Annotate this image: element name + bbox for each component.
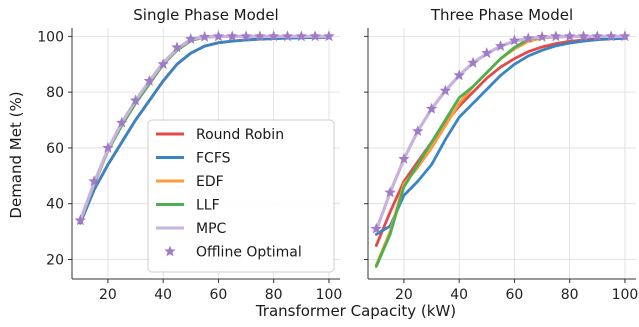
x-tick-label: 100 [316, 287, 343, 303]
data-point-star [425, 102, 438, 114]
data-point-star [453, 69, 465, 81]
panel-title: Single Phase Model [133, 6, 278, 24]
x-tick-label: 20 [99, 287, 117, 303]
data-point-star [605, 30, 617, 42]
y-tick-label: 20 [46, 252, 64, 268]
data-point-star [577, 30, 590, 42]
data-point-star [467, 56, 479, 68]
series-line-fcfs [374, 36, 627, 236]
data-point-star [412, 125, 424, 137]
data-point-star [439, 84, 452, 96]
legend-label: Round Robin [196, 127, 284, 143]
data-point-star [370, 222, 382, 234]
legend-label: Offline Optimal [196, 245, 302, 261]
x-tick-label: 100 [612, 287, 639, 303]
data-point-star [102, 141, 114, 153]
data-point-star [88, 175, 100, 187]
data-point-star [309, 30, 321, 42]
y-tick-label: 80 [46, 85, 64, 101]
data-point-star [143, 74, 156, 86]
x-tick-label: 40 [154, 287, 172, 303]
x-tick-label: 40 [450, 287, 468, 303]
data-point-star [157, 58, 169, 70]
data-point-star [198, 30, 211, 42]
data-point-star [295, 30, 308, 42]
data-point-star [323, 30, 335, 42]
data-point-star [591, 30, 604, 42]
data-point-star [226, 30, 238, 42]
series-offline-optimal [74, 30, 335, 226]
data-point-star [550, 30, 562, 42]
panel-three-phase: 20 40 60 80 100 Three Phase Model [364, 6, 638, 303]
data-point-star [254, 30, 266, 42]
x-tick-label: 80 [561, 287, 579, 303]
panel-single-phase: 20 40 60 80 100 20 40 60 80 100 Single Phase Model [37, 6, 342, 303]
panel-title: Three Phase Model [430, 6, 573, 24]
x-tick-label: 60 [506, 287, 524, 303]
legend-label: LLF [196, 198, 220, 214]
data-point-star [494, 40, 507, 51]
data-point-star [522, 32, 534, 44]
series-line-llf [374, 34, 627, 268]
data-point-star [481, 47, 493, 58]
legend-label: EDF [196, 174, 224, 190]
y-tick-label: 40 [46, 197, 64, 213]
data-point-star [508, 34, 521, 46]
x-tick-label: 20 [395, 287, 413, 303]
x-tick-label: 60 [210, 287, 228, 303]
legend-marker-star [164, 245, 176, 257]
data-point-star [281, 30, 294, 42]
legend: Round Robin FCFS EDF LLF MPC Offline Optimal [147, 119, 335, 273]
y-tick-label: 100 [37, 29, 64, 45]
data-point-star [267, 30, 280, 42]
data-point-star [536, 30, 548, 42]
data-point-star [563, 30, 576, 42]
figure-y-axis-label: Demand Met (%) [7, 91, 25, 218]
data-point-star [129, 94, 142, 106]
legend-box [147, 119, 335, 273]
figure-x-axis-label: Transformer Capacity (kW) [255, 302, 456, 320]
data-point-star [619, 30, 631, 42]
legend-label: MPC [196, 221, 227, 237]
legend-label: FCFS [196, 151, 231, 167]
series-line-edf [374, 34, 627, 267]
data-point-star [384, 186, 396, 198]
data-point-star [74, 214, 86, 226]
data-point-star [398, 153, 410, 164]
data-point-star [185, 33, 197, 45]
data-point-star [212, 30, 225, 42]
series-offline-optimal [370, 30, 631, 234]
x-tick-label: 80 [265, 287, 283, 303]
y-tick-label: 60 [46, 141, 64, 157]
data-point-star [171, 41, 183, 53]
data-point-star [240, 30, 252, 42]
data-point-star [116, 116, 128, 128]
